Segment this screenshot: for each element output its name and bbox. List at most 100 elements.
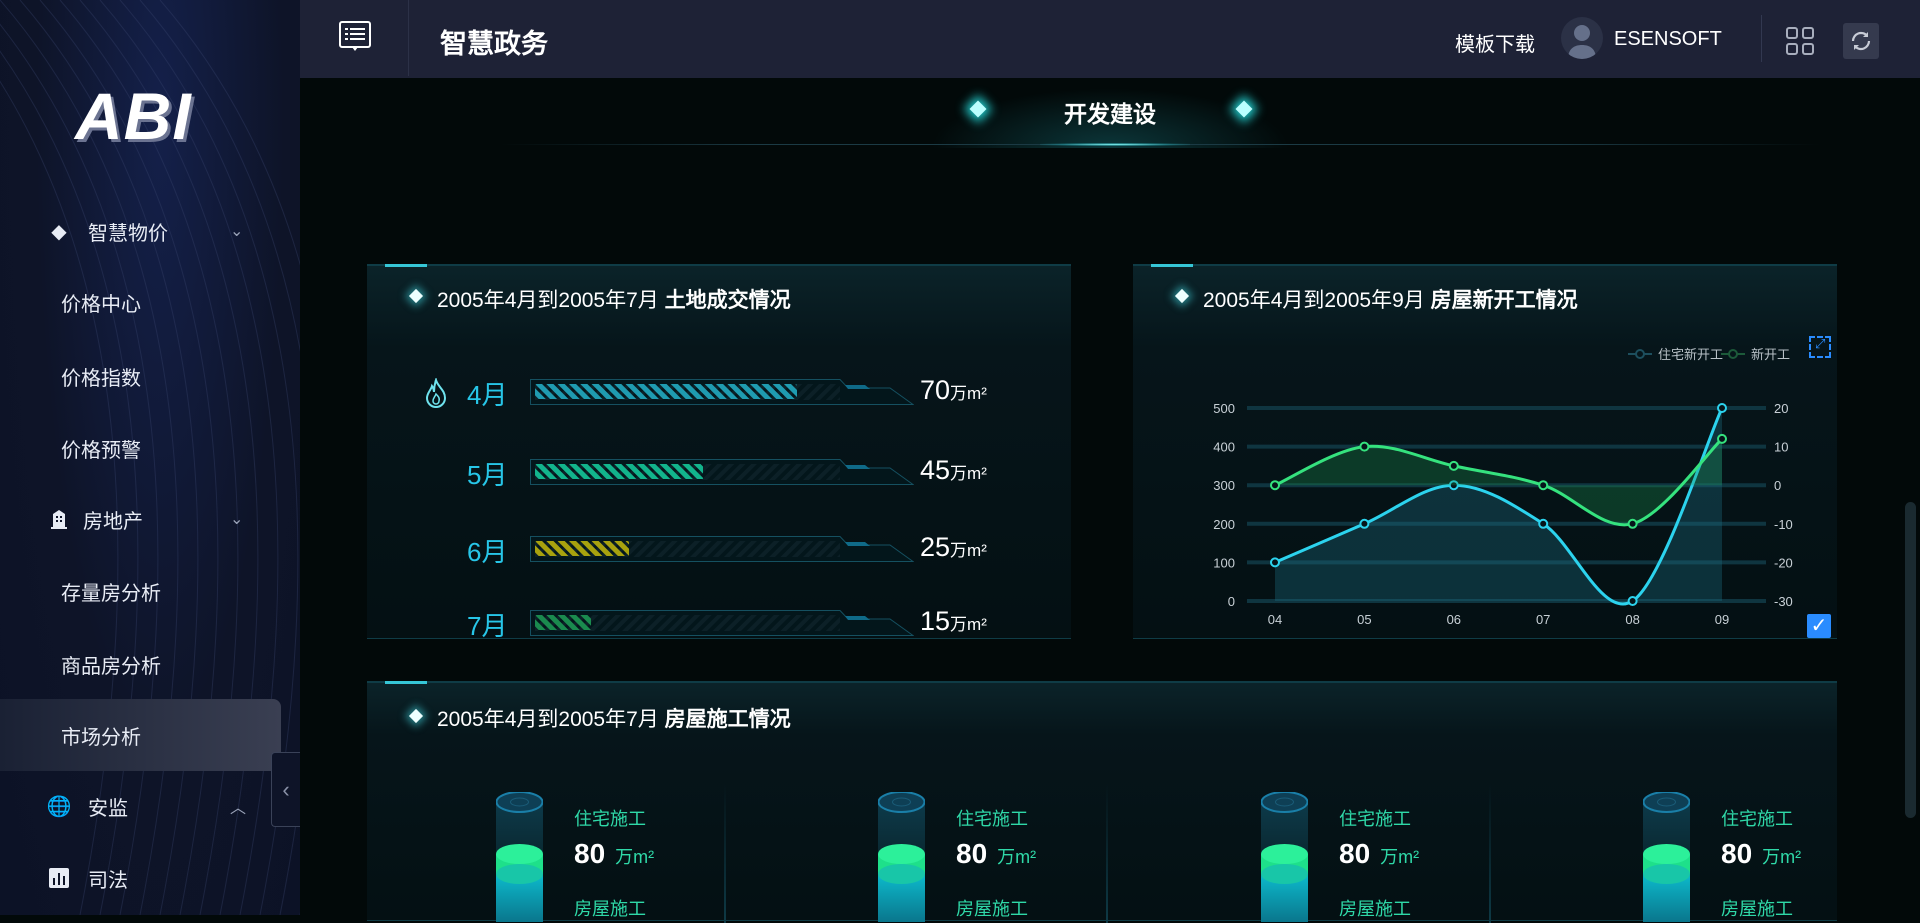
data-point[interactable] <box>1627 518 1638 529</box>
data-point[interactable] <box>1359 441 1370 452</box>
data-point[interactable] <box>1359 518 1370 529</box>
sidebar-item-stock-housing[interactable]: 存量房分析 <box>0 561 300 621</box>
chevron-up-icon: ︿ <box>230 800 247 817</box>
panel-title: 2005年4月到2005年7月 房屋施工情况 <box>437 703 791 733</box>
sidebar-item-safety[interactable]: 🌐 安监 ︿ <box>0 776 300 836</box>
y-right-tick-label: -10 <box>1774 517 1793 532</box>
data-point[interactable] <box>1717 433 1727 444</box>
value-number: 45 <box>920 455 951 485</box>
y-right-tick-label: 20 <box>1774 401 1788 416</box>
x-tick-label: 06 <box>1447 612 1461 627</box>
progress-fill <box>535 384 797 399</box>
template-download-link[interactable]: 模板下载 <box>1455 34 1535 56</box>
value-label: 25万m² <box>920 532 987 563</box>
checkbox[interactable]: ✓ <box>1807 614 1831 638</box>
sidebar-item-judicial[interactable]: 司法 <box>0 848 300 908</box>
page-title-banner: 开发建设 <box>900 78 1320 148</box>
data-point[interactable] <box>1270 557 1280 568</box>
value-unit: 万m² <box>950 464 987 483</box>
data-point[interactable] <box>1448 480 1459 491</box>
data-point[interactable] <box>1538 480 1549 491</box>
chevron-down-icon: ⌄ <box>230 223 244 240</box>
column-divider <box>1106 783 1108 923</box>
value-number: 25 <box>920 532 951 562</box>
expand-icon: ⤢ <box>1815 336 1826 351</box>
legend-marker-dot <box>1635 349 1645 359</box>
stat-value: 80 万m² <box>574 838 654 870</box>
series-area <box>1275 438 1722 525</box>
avatar[interactable] <box>1561 17 1603 59</box>
sidebar-item-commercial-housing[interactable]: 商品房分析 <box>0 634 300 694</box>
panel-title-prefix: 2005年4月到2005年9月 <box>1203 289 1425 312</box>
globe-icon: 🌐 <box>46 795 72 818</box>
fullscreen-button[interactable]: ⤢ <box>1809 336 1831 358</box>
sidebar-collapse-button[interactable]: ‹ <box>271 752 300 827</box>
data-point[interactable] <box>1717 403 1727 413</box>
data-point[interactable] <box>1627 596 1638 606</box>
sidebar-item-price-center[interactable]: 价格中心 <box>0 272 300 332</box>
sidebar-background-curves <box>0 0 300 915</box>
y-left-tick-label: 100 <box>1213 555 1235 570</box>
stat-number: 80 <box>956 838 988 869</box>
y-left-tick-label: 0 <box>1228 594 1235 609</box>
user-icon <box>1568 25 1596 59</box>
y-right-tick-label: 10 <box>1774 440 1788 455</box>
stat-label: 住宅施工 <box>574 809 646 829</box>
top-header: 智慧政务 模板下载 ESENSOFT <box>300 0 1920 78</box>
value-label: 70万m² <box>920 375 987 406</box>
main-scrollbar[interactable] <box>1905 502 1916 818</box>
value-label: 45万m² <box>920 455 987 486</box>
sidebar-item-label: 价格指数 <box>61 367 141 390</box>
check-icon: ✓ <box>1810 615 1828 637</box>
land-row: 4月 70万m² <box>367 373 1071 413</box>
data-point[interactable] <box>1448 460 1459 471</box>
building-icon <box>48 508 70 530</box>
stat-value: 80 万m² <box>1339 838 1419 870</box>
progress-track <box>530 610 914 636</box>
value-unit: 万m² <box>950 615 987 634</box>
sidebar-item-price-index[interactable]: 价格指数 <box>0 346 300 406</box>
construction-panel: 2005年4月到2005年7月 房屋施工情况 住宅施工 80 万m² 房屋施工 住… <box>367 681 1837 923</box>
sidebar-item-label: 市场分析 <box>61 726 141 749</box>
y-right-tick-label: -30 <box>1774 594 1793 609</box>
stat-unit: 万m² <box>997 847 1037 867</box>
sidebar-item-label: 存量房分析 <box>61 582 161 605</box>
month-label: 6月 <box>467 537 508 567</box>
panel-title-main: 房屋新开工情况 <box>1430 289 1578 312</box>
legend-label[interactable]: 新开工 <box>1751 347 1790 362</box>
sidebar-item-smart-price[interactable]: ◆ 智慧物价 ⌄ <box>0 201 300 261</box>
panel-title-prefix: 2005年4月到2005年7月 <box>437 289 659 312</box>
cylinder-gauge <box>1643 792 1690 922</box>
column-divider <box>1489 783 1491 923</box>
column-divider <box>724 783 726 923</box>
legend-label[interactable]: 住宅新开工 <box>1658 347 1723 362</box>
username[interactable]: ESENSOFT <box>1614 28 1722 50</box>
y-left-tick-label: 500 <box>1213 401 1235 416</box>
stat-unit: 万m² <box>1380 847 1420 867</box>
refresh-icon <box>1851 31 1871 51</box>
sidebar-item-market-analysis[interactable]: 市场分析 <box>0 699 281 771</box>
title-glow <box>1040 143 1190 146</box>
cylinder-gauge <box>496 792 543 922</box>
stat-unit: 万m² <box>615 847 655 867</box>
x-tick-label: 09 <box>1715 612 1729 627</box>
stat-value: 80 万m² <box>1721 838 1801 870</box>
abi-logo: ABI <box>75 79 192 153</box>
grid-icon <box>1786 27 1798 39</box>
panel-title-main: 土地成交情况 <box>664 289 791 312</box>
stat-label: 住宅施工 <box>956 809 1028 829</box>
apps-grid-button[interactable] <box>1786 27 1814 55</box>
housing-start-panel: 2005年4月到2005年9月 房屋新开工情况 0 -30 100 -20 200 -10… <box>1133 264 1837 639</box>
data-point[interactable] <box>1538 518 1549 529</box>
sidebar-item-real-estate[interactable]: 房地产 ⌄ <box>0 489 300 549</box>
flame-icon <box>425 378 447 408</box>
x-tick-label: 05 <box>1357 612 1371 627</box>
y-right-tick-label: -20 <box>1774 555 1793 570</box>
sidebar-item-price-warning[interactable]: 价格预警 <box>0 418 300 478</box>
page-title: 开发建设 <box>1064 101 1156 127</box>
refresh-button[interactable] <box>1843 23 1879 59</box>
stat-label: 房屋施工 <box>574 899 646 919</box>
app-title: 智慧政务 <box>440 29 548 59</box>
data-point[interactable] <box>1270 480 1280 491</box>
menu-list-button[interactable] <box>338 20 372 54</box>
